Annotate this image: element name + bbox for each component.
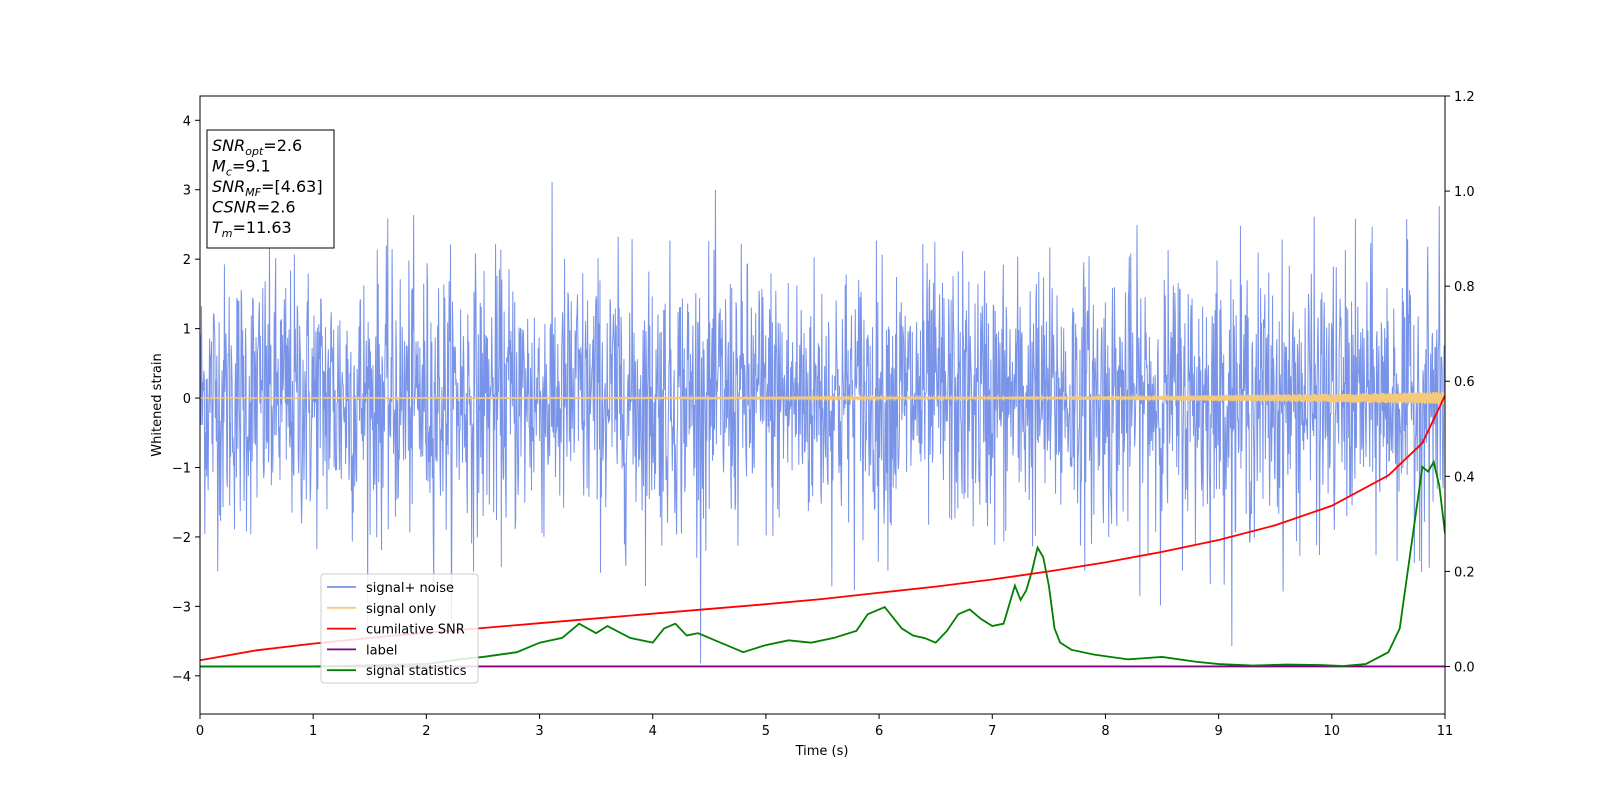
y2-tick-label: 0.8	[1454, 280, 1475, 295]
series-signal-statistics-line	[200, 459, 1445, 668]
annotation-frame	[206, 129, 335, 249]
x-tick-label: 7	[988, 724, 996, 739]
annotation-line: SNRopt=2.6	[212, 136, 302, 158]
x-tick-label: 4	[649, 724, 657, 739]
y-tick-label: 4	[183, 114, 191, 129]
x-tick-label: 9	[1214, 724, 1222, 739]
y2-tick-label: 0.0	[1454, 660, 1475, 675]
y-tick-label: 0	[183, 392, 191, 407]
y-tick-label: 1	[183, 323, 191, 338]
y-tick-label: −3	[172, 600, 191, 615]
annotation-line: CSNR=2.6	[212, 198, 296, 217]
legend-entry: signal+ noise	[366, 581, 454, 596]
series-signal-noise-line	[200, 182, 1445, 664]
x-tick-label: 5	[762, 724, 770, 739]
y-axis-label: Whitened strain	[150, 353, 165, 456]
y2-tick-label: 0.4	[1454, 470, 1475, 485]
y2-tick-label: 0.2	[1454, 565, 1475, 580]
legend: signal+ noise signal only cumilative SNR la…	[320, 573, 479, 684]
axes-ticks: 0 1 2 3 4 5 6 7 8 9 10 11 −4 −3 −2 −1 0 1 2 3 4 0.0 0.2 0.4 0.6 0…	[172, 90, 1475, 739]
x-tick-label: 8	[1101, 724, 1109, 739]
x-tick-label: 11	[1437, 724, 1454, 739]
y2-tick-label: 1.0	[1454, 185, 1475, 200]
y2-tick-label: 1.2	[1454, 90, 1475, 105]
y-tick-label: 2	[183, 253, 191, 268]
x-axis-label: Time (s)	[795, 744, 849, 759]
legend-entry: signal only	[366, 602, 436, 617]
x-tick-label: 10	[1324, 724, 1341, 739]
series-signal-only-line	[200, 391, 1445, 405]
y2-tick-label: 0.6	[1454, 375, 1475, 390]
legend-entry: label	[366, 643, 397, 658]
legend-frame	[320, 573, 479, 684]
x-tick-label: 0	[196, 724, 204, 739]
annotation-line: Mc=9.1	[212, 157, 271, 179]
y-tick-label: −1	[172, 461, 191, 476]
x-tick-label: 1	[309, 724, 317, 739]
legend-entry: cumilative SNR	[366, 623, 465, 638]
y-tick-label: −4	[172, 670, 191, 685]
plot-frame	[199, 95, 1446, 715]
legend-entry: signal statistics	[366, 664, 467, 679]
y-tick-label: 3	[183, 184, 191, 199]
annotation-box: SNRopt=2.6Mc=9.1SNRMF=[4.63]CSNR=2.6Tm=1…	[206, 129, 335, 249]
x-tick-label: 2	[422, 724, 430, 739]
x-tick-label: 6	[875, 724, 883, 739]
x-tick-label: 3	[535, 724, 543, 739]
annotation-line: SNRMF=[4.63]	[212, 177, 323, 199]
y-tick-label: −2	[172, 531, 191, 546]
annotation-line: Tm=11.63	[212, 218, 292, 240]
